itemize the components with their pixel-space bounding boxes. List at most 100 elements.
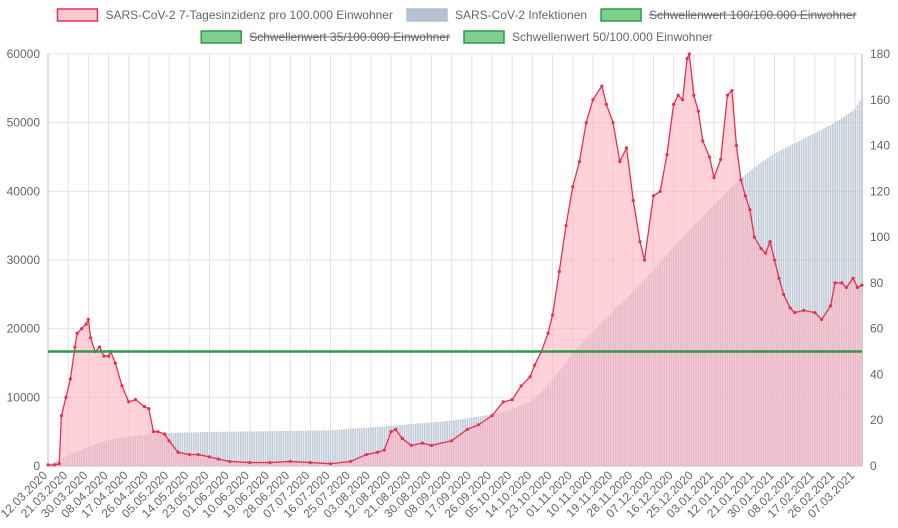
incidence-point[interactable]	[389, 430, 393, 434]
incidence-point[interactable]	[187, 452, 191, 457]
incidence-point[interactable]	[196, 452, 200, 457]
incidence-point[interactable]	[631, 198, 635, 203]
incidence-point[interactable]	[490, 414, 494, 418]
incidence-point[interactable]	[207, 455, 212, 459]
incidence-point[interactable]	[364, 452, 369, 457]
incidence-point[interactable]	[687, 52, 691, 56]
incidence-point[interactable]	[142, 404, 147, 409]
incidence-point[interactable]	[376, 450, 380, 454]
incidence-point[interactable]	[701, 139, 705, 143]
incidence-point[interactable]	[802, 308, 806, 312]
incidence-point[interactable]	[420, 441, 425, 445]
incidence-point[interactable]	[429, 443, 434, 447]
incidence-point[interactable]	[268, 460, 272, 465]
incidence-point[interactable]	[752, 235, 756, 239]
incidence-point[interactable]	[120, 384, 124, 388]
incidence-point[interactable]	[781, 292, 786, 296]
incidence-point[interactable]	[102, 354, 106, 358]
incidence-point[interactable]	[64, 395, 68, 399]
incidence-point[interactable]	[681, 98, 685, 102]
incidence-point[interactable]	[734, 143, 739, 148]
incidence-point[interactable]	[696, 109, 700, 113]
incidence-point[interactable]	[642, 258, 647, 262]
incidence-point[interactable]	[228, 459, 232, 464]
incidence-point[interactable]	[533, 363, 537, 367]
incidence-point[interactable]	[788, 306, 792, 310]
incidence-point[interactable]	[719, 157, 723, 161]
incidence-point[interactable]	[465, 427, 469, 431]
incidence-point[interactable]	[288, 459, 292, 464]
incidence-point[interactable]	[672, 102, 676, 106]
incidence-point[interactable]	[75, 331, 79, 335]
incidence-point[interactable]	[382, 448, 386, 452]
incidence-point[interactable]	[151, 430, 155, 434]
incidence-point[interactable]	[739, 178, 743, 182]
incidence-point[interactable]	[860, 283, 864, 287]
legend-item[interactable]: SARS-CoV-2 Infektionen	[406, 8, 587, 22]
incidence-point[interactable]	[113, 361, 117, 365]
incidence-point[interactable]	[651, 194, 656, 198]
incidence-point[interactable]	[501, 400, 505, 404]
incidence-point[interactable]	[97, 345, 102, 349]
incidence-point[interactable]	[550, 313, 555, 317]
incidence-point[interactable]	[571, 185, 575, 189]
incidence-point[interactable]	[685, 56, 689, 61]
incidence-point[interactable]	[707, 155, 712, 159]
incidence-point[interactable]	[743, 194, 747, 198]
incidence-point[interactable]	[725, 93, 730, 97]
incidence-point[interactable]	[759, 246, 763, 251]
incidence-point[interactable]	[248, 460, 252, 465]
incidence-point[interactable]	[600, 84, 604, 88]
incidence-point[interactable]	[163, 432, 167, 436]
incidence-point[interactable]	[133, 398, 138, 402]
incidence-point[interactable]	[829, 304, 833, 308]
incidence-point[interactable]	[833, 281, 837, 285]
incidence-point[interactable]	[68, 377, 73, 381]
incidence-point[interactable]	[611, 121, 615, 125]
incidence-point[interactable]	[855, 285, 860, 290]
incidence-point[interactable]	[89, 336, 93, 340]
incidence-point[interactable]	[638, 240, 642, 244]
incidence-point[interactable]	[53, 463, 57, 467]
incidence-point[interactable]	[409, 443, 413, 447]
incidence-point[interactable]	[793, 311, 797, 315]
incidence-point[interactable]	[73, 345, 77, 349]
incidence-point[interactable]	[349, 459, 353, 464]
incidence-point[interactable]	[450, 439, 454, 443]
incidence-point[interactable]	[546, 331, 550, 335]
incidence-point[interactable]	[216, 457, 221, 461]
legend-item[interactable]: SARS-CoV-2 7-Tagesinzidenz pro 100.000 E…	[56, 8, 393, 22]
incidence-point[interactable]	[768, 240, 772, 244]
incidence-point[interactable]	[591, 98, 595, 102]
incidence-point[interactable]	[851, 276, 855, 280]
incidence-point[interactable]	[813, 311, 817, 315]
incidence-point[interactable]	[840, 281, 844, 285]
incidence-point[interactable]	[730, 89, 734, 93]
incidence-point[interactable]	[156, 430, 160, 434]
incidence-point[interactable]	[167, 439, 171, 443]
incidence-point[interactable]	[618, 159, 622, 164]
incidence-point[interactable]	[510, 398, 514, 402]
incidence-point[interactable]	[712, 176, 716, 180]
incidence-point[interactable]	[748, 208, 752, 212]
incidence-point[interactable]	[557, 269, 561, 274]
incidence-point[interactable]	[519, 384, 523, 388]
incidence-point[interactable]	[772, 258, 777, 262]
incidence-point[interactable]	[86, 317, 90, 322]
incidence-point[interactable]	[528, 375, 532, 379]
incidence-point[interactable]	[400, 436, 404, 441]
incidence-point[interactable]	[658, 189, 662, 193]
incidence-point[interactable]	[564, 224, 568, 228]
incidence-point[interactable]	[80, 327, 84, 331]
incidence-point[interactable]	[584, 121, 588, 125]
incidence-point[interactable]	[59, 414, 64, 418]
incidence-point[interactable]	[308, 460, 312, 465]
incidence-point[interactable]	[777, 276, 781, 280]
incidence-point[interactable]	[84, 322, 88, 326]
incidence-point[interactable]	[393, 427, 398, 431]
incidence-point[interactable]	[106, 354, 111, 358]
incidence-point[interactable]	[604, 102, 608, 106]
incidence-point[interactable]	[763, 251, 768, 255]
legend-item[interactable]: Schwellenwert 35/100.000 Einwohner	[200, 30, 450, 44]
incidence-point[interactable]	[665, 153, 669, 157]
